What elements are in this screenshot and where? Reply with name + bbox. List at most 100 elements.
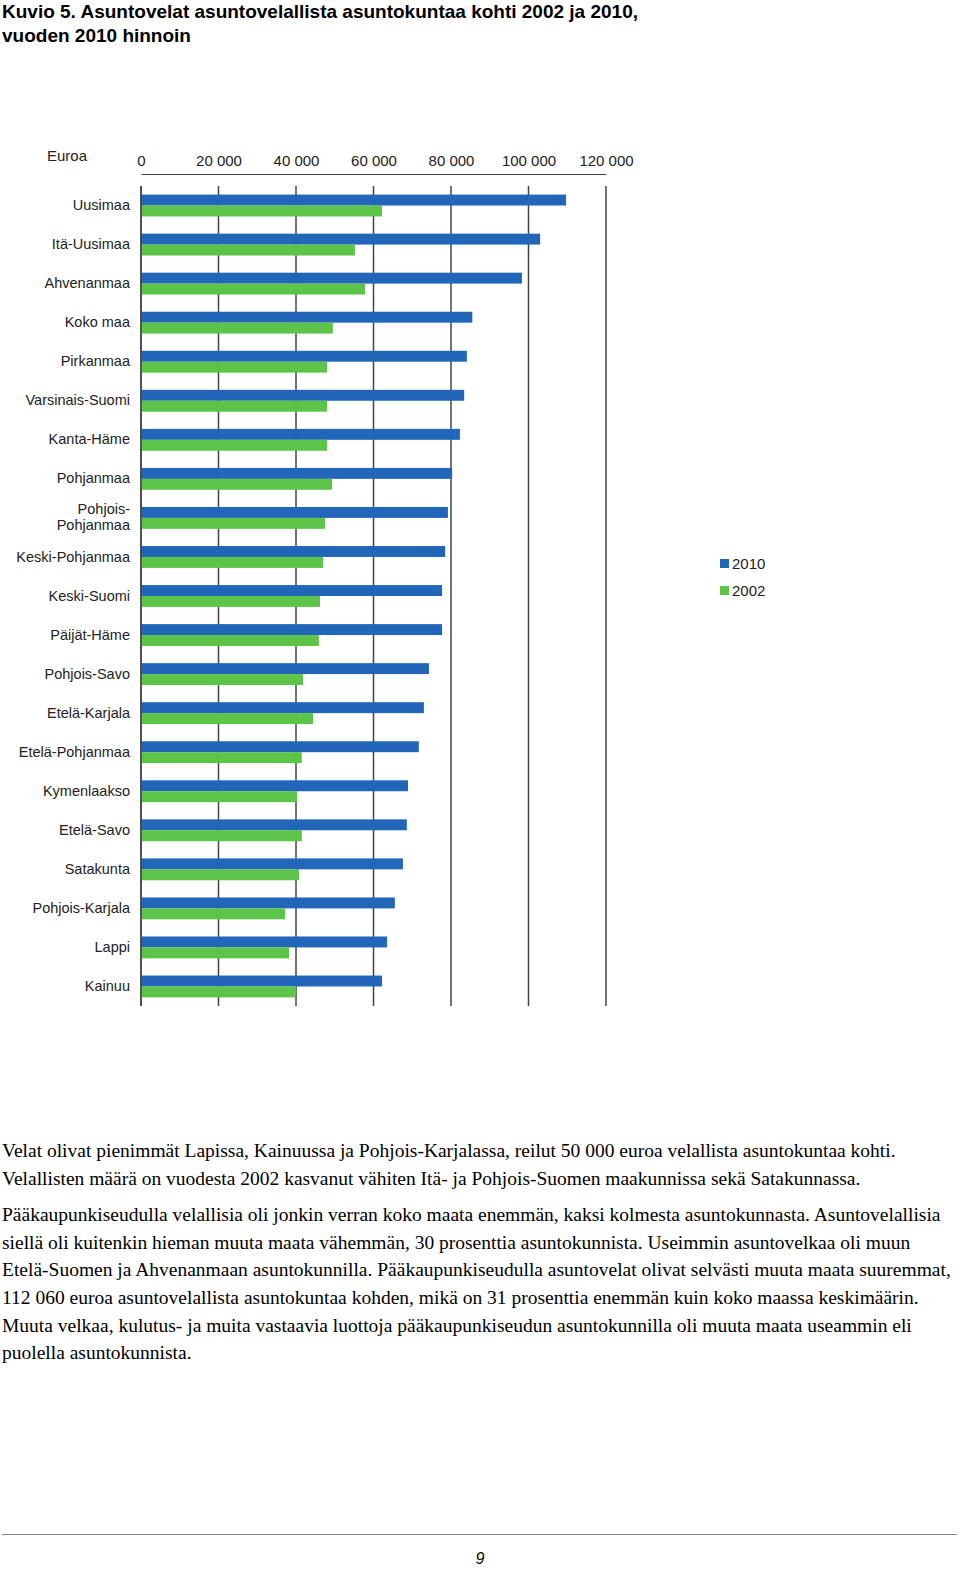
- legend-item: 2010: [720, 555, 765, 572]
- y-tick: Etelä-Pohjanmaa: [19, 744, 141, 760]
- x-axis: 0 20 000 40 000 60 000 80 000 100 000 120 000: [137, 152, 633, 175]
- y-tick-label: Pohjanmaa: [57, 470, 131, 486]
- bar: [141, 206, 382, 217]
- y-tick: Varsinais-Suomi: [26, 392, 142, 408]
- bar: [141, 986, 296, 997]
- axis-title: Euroa: [47, 147, 88, 164]
- bar: [141, 908, 285, 919]
- bar: [141, 780, 408, 791]
- y-tick: Etelä-Karjala: [47, 705, 141, 721]
- y-tick-label: Etelä-Pohjanmaa: [19, 744, 131, 760]
- y-tick-label: Pohjois-Savo: [45, 666, 130, 682]
- bar: [141, 702, 424, 713]
- bar: [141, 791, 297, 802]
- bar: [141, 752, 302, 763]
- y-tick-label: Kanta-Häme: [49, 431, 130, 447]
- footer-rule: [2, 1534, 957, 1535]
- x-tick: 40 000: [274, 152, 320, 174]
- bar: [141, 440, 327, 451]
- x-tick: 120 000: [579, 152, 633, 174]
- bar: [141, 947, 289, 958]
- y-tick-label: Itä-Uusimaa: [52, 236, 131, 252]
- legend-label: 2010: [732, 555, 765, 572]
- bar: [141, 819, 407, 830]
- bar: [141, 557, 323, 568]
- y-tick-label: Koko maa: [65, 314, 131, 330]
- x-tick-label: 60 000: [351, 152, 397, 169]
- bar: [141, 273, 522, 284]
- legend-item: 2002: [720, 582, 765, 599]
- y-tick-label: Etelä-Savo: [59, 822, 130, 838]
- x-tick: 60 000: [351, 152, 397, 174]
- y-tick-label: Pohjois-Pohjanmaa: [57, 501, 131, 532]
- y-tick-label: Keski-Suomi: [49, 588, 130, 604]
- y-tick: Etelä-Savo: [59, 822, 141, 838]
- bar: [141, 624, 442, 635]
- y-tick: Lappi: [95, 939, 141, 955]
- y-tick-label: Etelä-Karjala: [47, 705, 131, 721]
- bar-series: [141, 195, 566, 987]
- x-tick-label: 40 000: [274, 152, 320, 169]
- y-axis: Uusimaa Itä-Uusimaa Ahvenanmaa Koko maa Pirk…: [16, 186, 141, 1006]
- grid-line: [140, 186, 142, 1006]
- x-axis-line: [142, 174, 607, 175]
- x-tick-label: 80 000: [429, 152, 475, 169]
- bar: [141, 468, 452, 479]
- bar: [141, 546, 445, 557]
- bar: [141, 897, 395, 908]
- bar: [141, 284, 365, 295]
- y-tick: Koko maa: [65, 314, 141, 330]
- y-tick: Pohjois-Savo: [45, 666, 141, 682]
- y-tick-label: Kymenlaakso: [43, 783, 130, 799]
- y-tick: Kainuu: [85, 978, 141, 994]
- x-tick: 20 000: [196, 152, 242, 174]
- x-tick-label: 0: [137, 152, 145, 169]
- bar: [141, 830, 302, 841]
- bar: [141, 312, 472, 323]
- x-tick: 80 000: [429, 152, 475, 174]
- bar: [141, 401, 327, 412]
- bar: [141, 245, 355, 256]
- y-tick: Pohjois-Karjala: [32, 900, 141, 916]
- y-tick-label: Satakunta: [65, 861, 131, 877]
- bar: [141, 596, 320, 607]
- chart-title: Kuvio 5. Asuntovelat asuntovelallista as…: [2, 0, 662, 48]
- x-tick-label: 20 000: [196, 152, 242, 169]
- legend-label: 2002: [732, 582, 765, 599]
- bar: [141, 585, 442, 596]
- paragraph: Pääkaupunkiseudulla velallisia oli jonki…: [2, 1201, 958, 1367]
- bar: [141, 518, 325, 529]
- bar: [141, 635, 319, 646]
- legend: 2010 2002: [720, 555, 765, 599]
- x-tick-label: 120 000: [579, 152, 633, 169]
- bar: [141, 741, 419, 752]
- y-tick: Itä-Uusimaa: [52, 236, 141, 252]
- bar-series: [141, 206, 382, 998]
- legend-swatch: [720, 559, 729, 568]
- bar: [141, 976, 382, 987]
- grid-line: [450, 186, 452, 1006]
- bar: [141, 362, 327, 373]
- y-tick-label: Kainuu: [85, 978, 130, 994]
- y-tick-label: Varsinais-Suomi: [26, 392, 131, 408]
- bar: [141, 507, 448, 518]
- grid-line: [605, 186, 607, 1006]
- y-tick-label: Pirkanmaa: [61, 353, 131, 369]
- x-tick: 100 000: [502, 152, 556, 174]
- bar: [141, 390, 464, 401]
- y-tick-label: Uusimaa: [73, 197, 131, 213]
- y-tick: Keski-Suomi: [49, 588, 141, 604]
- paragraph: Velat olivat pienimmät Lapissa, Kainuuss…: [2, 1137, 958, 1192]
- y-tick-label: Päijät-Häme: [50, 627, 130, 643]
- bar: [141, 869, 299, 880]
- y-tick-label: Keski-Pohjanmaa: [16, 549, 131, 565]
- y-tick: Keski-Pohjanmaa: [16, 549, 141, 565]
- bar: [141, 195, 566, 206]
- y-tick: Pohjanmaa: [57, 470, 141, 486]
- bar: [141, 663, 429, 674]
- grid: [141, 186, 606, 1006]
- bar: [141, 234, 540, 245]
- x-tick: 0: [137, 152, 145, 174]
- y-tick: Pirkanmaa: [61, 353, 141, 369]
- y-tick: Ahvenanmaa: [45, 275, 141, 291]
